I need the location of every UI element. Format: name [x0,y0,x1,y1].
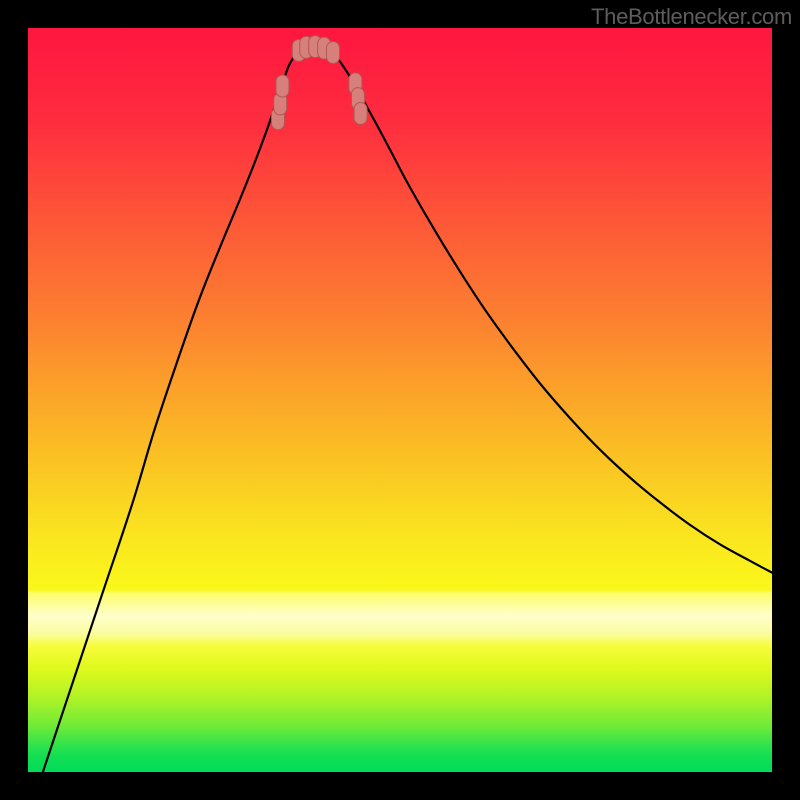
curve-marker [276,75,289,97]
curve-marker [354,103,367,125]
watermark-label: TheBottlenecker.com [591,4,792,30]
curve-marker [327,42,340,64]
bottleneck-curve-chart [28,28,772,772]
gradient-background [28,28,772,772]
chart-container: TheBottlenecker.com [0,0,800,800]
plot-area [28,28,772,772]
